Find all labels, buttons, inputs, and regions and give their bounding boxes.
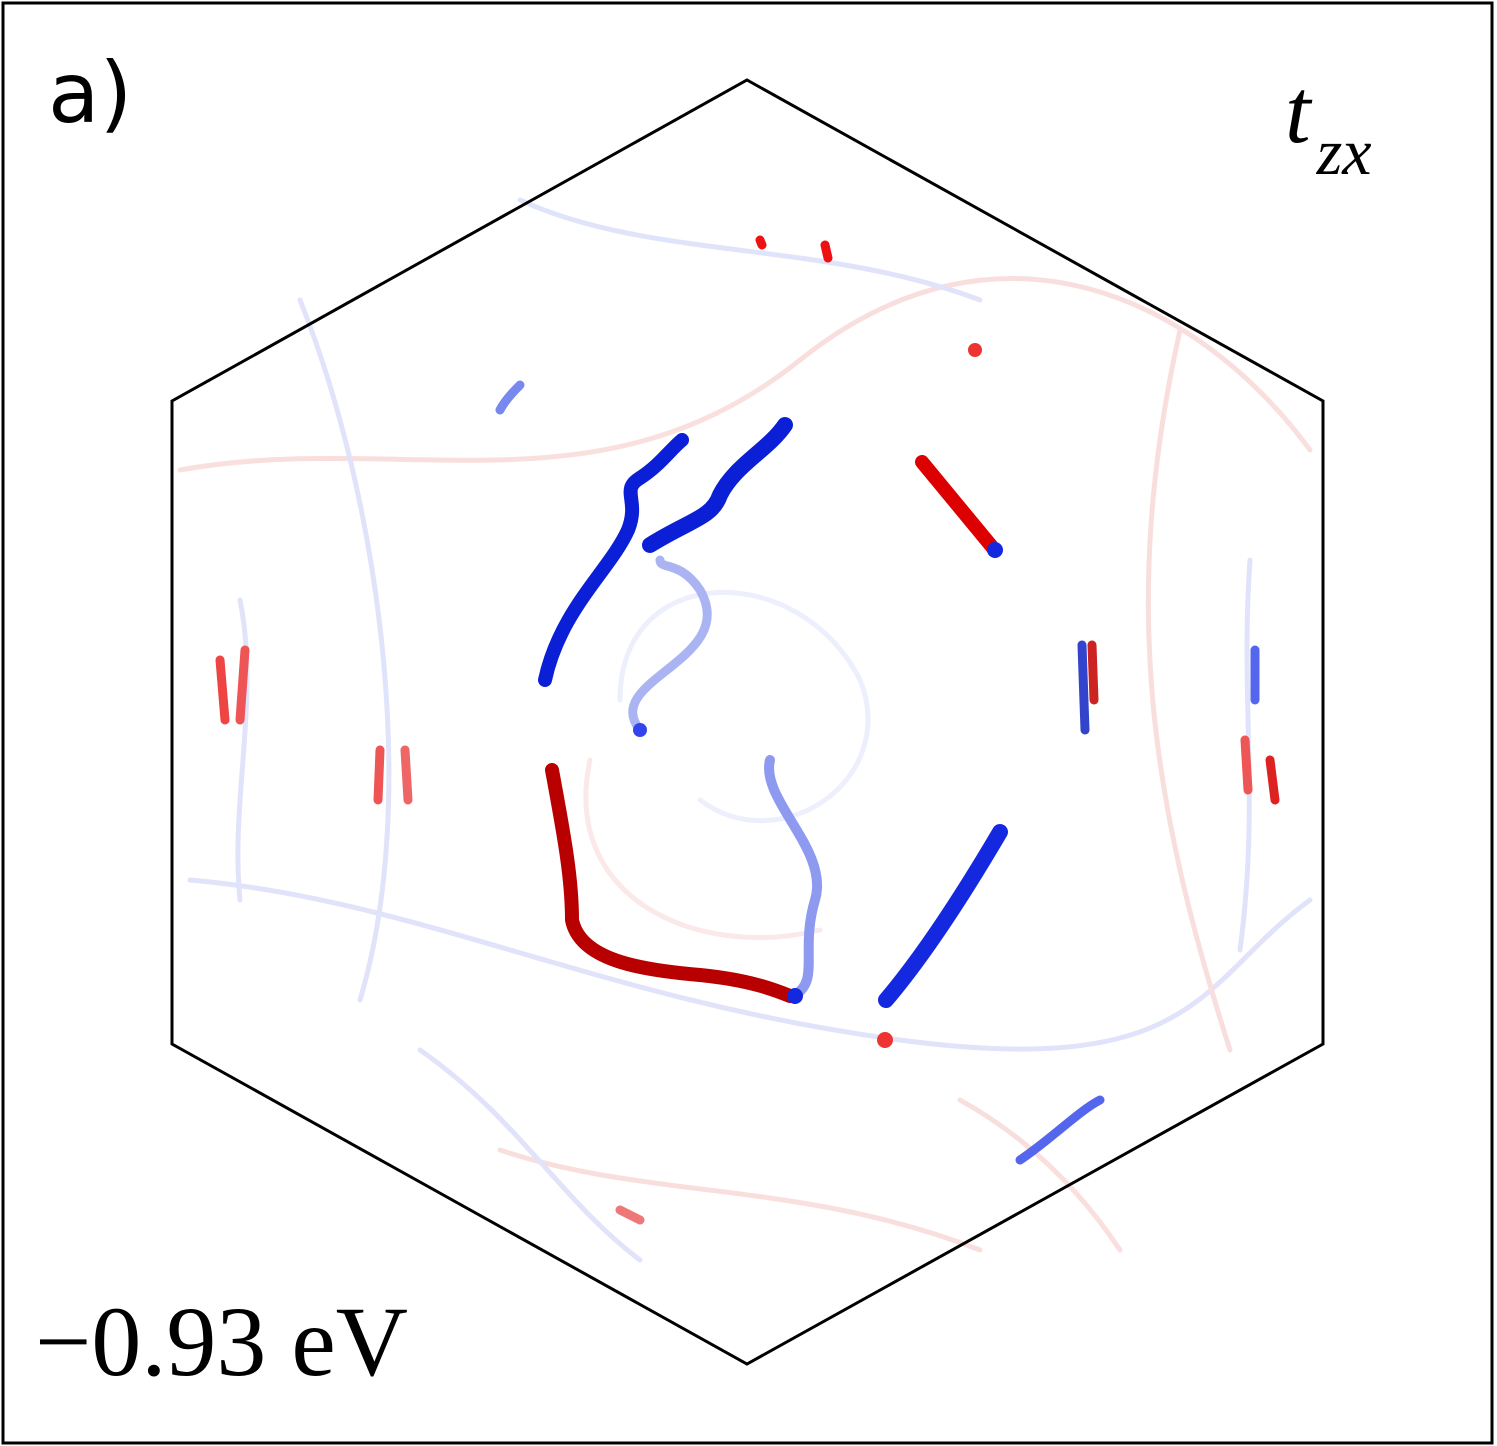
component-label: tzx [1285,60,1372,189]
brillouin-zone [170,78,1325,1366]
component-base: t [1285,60,1313,162]
texture [177,197,1313,1263]
panel-label: a) [48,44,132,142]
component-subscript: zx [1316,116,1372,189]
main-features [538,343,1008,1048]
edge-features [215,235,1280,1225]
energy-label: −0.93 eV [35,1286,408,1397]
